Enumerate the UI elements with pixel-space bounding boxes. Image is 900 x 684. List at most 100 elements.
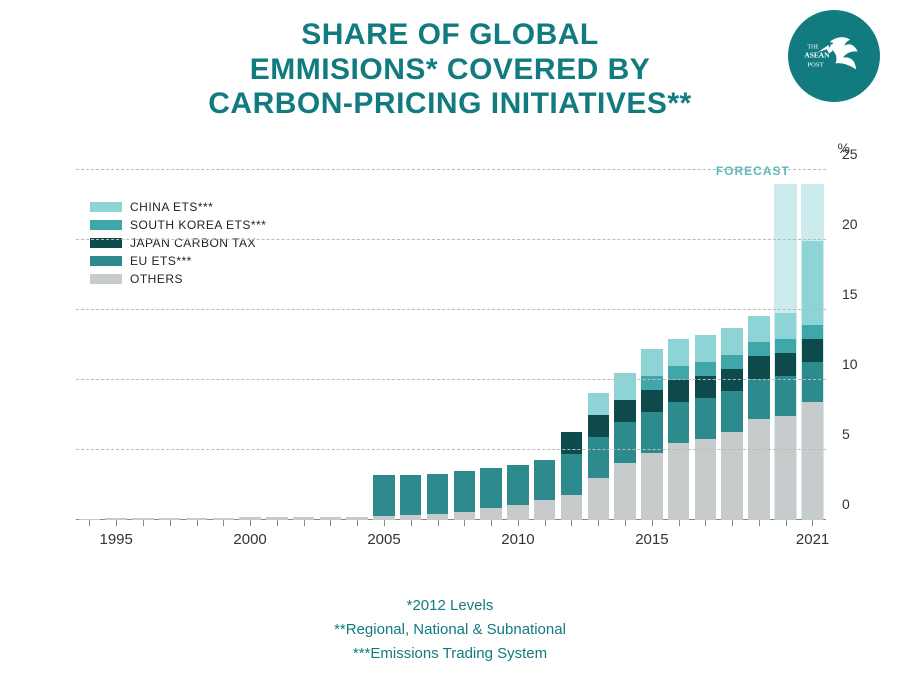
x-tick-mark [438, 520, 439, 526]
y-tick-label: 25 [842, 146, 872, 162]
x-tick-mark [464, 520, 465, 526]
bar-segment-japan [748, 356, 769, 378]
bar-segment-others [775, 416, 796, 520]
bar-slot [505, 170, 532, 520]
gridline [76, 379, 826, 380]
bar-segment-eu [480, 468, 501, 509]
bar-slot [183, 170, 210, 520]
bar-stack [480, 468, 501, 520]
bar-slot [424, 170, 451, 520]
bar-slot [719, 170, 746, 520]
bar-slot [772, 170, 799, 520]
bar-segment-eu [588, 437, 609, 478]
bar-stack [641, 349, 662, 520]
x-tick-mark [812, 520, 813, 526]
bar-segment-eu [641, 412, 662, 453]
bar-slot [103, 170, 130, 520]
footnote-line: **Regional, National & Subnational [0, 618, 900, 642]
svg-text:POST: POST [807, 61, 823, 68]
bar-slot [290, 170, 317, 520]
bar-segment-japan [641, 390, 662, 412]
gridline [76, 309, 826, 310]
bar-segment-others [534, 500, 555, 520]
bar-segment-skorea [695, 362, 716, 376]
bar-slot [531, 170, 558, 520]
bar-segment-skorea [721, 355, 742, 369]
y-tick-label: 5 [842, 426, 872, 442]
bar-segment-china [641, 349, 662, 376]
bar-stack [668, 339, 689, 520]
bar-slot [397, 170, 424, 520]
x-tick-mark [518, 520, 519, 526]
bar-slot [263, 170, 290, 520]
bar-segment-eu [748, 379, 769, 420]
bar-slot [130, 170, 157, 520]
x-tick-mark [170, 520, 171, 526]
footnote-line: ***Emissions Trading System [0, 642, 900, 666]
bar-stack [427, 474, 448, 520]
gridline [76, 169, 826, 170]
bar-segment-others [561, 495, 582, 520]
bar-segment-eu [668, 402, 689, 443]
footnote-line: *2012 Levels [0, 594, 900, 618]
bar-segment-eu [775, 376, 796, 417]
bar-segment-others [721, 432, 742, 520]
bar-segment-japan [561, 432, 582, 454]
x-tick-mark [277, 520, 278, 526]
bar-segment-eu [802, 362, 823, 403]
chart-footnotes: *2012 Levels**Regional, National & Subna… [0, 594, 900, 666]
bar-stack [695, 335, 716, 520]
x-tick-label: 2021 [796, 531, 829, 548]
x-tick-mark [357, 520, 358, 526]
gridline [76, 449, 826, 450]
bar-segment-china [721, 328, 742, 355]
bar-segment-others [748, 419, 769, 520]
x-tick-mark [625, 520, 626, 526]
bar-segment-others [614, 463, 635, 520]
bar-segment-eu [427, 474, 448, 515]
x-tick-mark [304, 520, 305, 526]
x-tick-mark [89, 520, 90, 526]
x-tick-mark [411, 520, 412, 526]
bar-segment-eu [614, 422, 635, 463]
bar-segment-others [641, 453, 662, 520]
bar-segment-eu [534, 460, 555, 501]
bar-segment-eu [695, 398, 716, 439]
x-tick-mark [732, 520, 733, 526]
emissions-chart: 0510152025199520002005201020152021FORECA… [76, 170, 826, 550]
bar-stack [721, 328, 742, 520]
y-tick-label: 20 [842, 216, 872, 232]
x-tick-mark [223, 520, 224, 526]
bar-segment-others [480, 508, 501, 520]
x-tick-mark [143, 520, 144, 526]
bar-segment-japan [588, 415, 609, 437]
x-tick-mark [491, 520, 492, 526]
bar-stack [400, 475, 421, 520]
x-tick-label: 2005 [367, 531, 400, 548]
bar-segment-eu [507, 465, 528, 506]
bar-segment-japan [802, 339, 823, 361]
bar-slot [371, 170, 398, 520]
svg-text:THE: THE [807, 45, 819, 51]
bar-segment-others [802, 402, 823, 520]
bar-segment-china [588, 393, 609, 415]
bar-segment-china [614, 373, 635, 400]
x-tick-mark [679, 520, 680, 526]
bar-stack [373, 475, 394, 520]
bar-slot [558, 170, 585, 520]
x-tick-mark [571, 520, 572, 526]
x-tick-mark [652, 520, 653, 526]
bar-segment-skorea [668, 366, 689, 380]
bar-segment-eu [721, 391, 742, 432]
bar-slot [746, 170, 773, 520]
bar-slot [210, 170, 237, 520]
bar-segment-china [748, 316, 769, 343]
x-tick-label: 1995 [99, 531, 132, 548]
bar-stack [775, 313, 796, 520]
bar-segment-skorea [802, 325, 823, 339]
bar-segment-eu [400, 475, 421, 516]
bar-segment-skorea [775, 339, 796, 353]
svg-text:ASEAN: ASEAN [804, 50, 830, 59]
bar-stack [507, 465, 528, 520]
bar-stack [802, 241, 823, 520]
